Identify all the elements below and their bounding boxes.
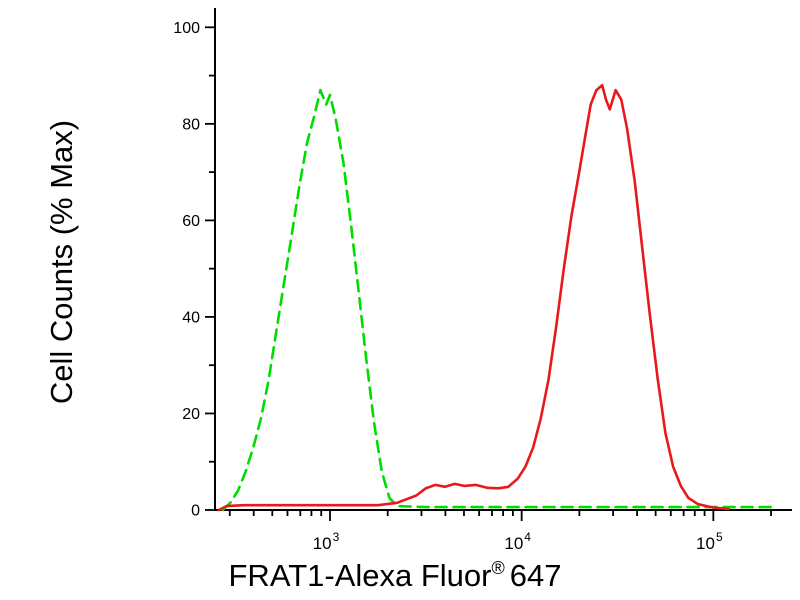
y-tick-label: 80 (182, 116, 200, 133)
x-tick-label: 105 (696, 530, 723, 553)
x-axis-label-tail: 647 (510, 558, 562, 593)
series-frat1-stained (217, 83, 730, 512)
y-tick-label: 0 (191, 503, 200, 520)
y-axis-label: Cell Counts (% Max) (44, 120, 79, 404)
plot-layers: 0 20 40 60 80 100 103 104 105 (173, 8, 792, 553)
registered-trademark-symbol: ® (492, 558, 505, 578)
y-tick-label: 40 (182, 309, 200, 326)
x-tick-label: 104 (504, 530, 531, 553)
x-axis-label-main: FRAT1-Alexa Fluor (229, 558, 492, 593)
y-tick-label: 100 (173, 20, 200, 37)
x-tick-label: 103 (313, 530, 340, 553)
series-control-unstained (221, 88, 773, 512)
x-axis-label: FRAT1-Alexa Fluor® 647 (229, 558, 562, 593)
y-tick-label: 20 (182, 406, 200, 423)
y-tick-label: 60 (182, 213, 200, 230)
